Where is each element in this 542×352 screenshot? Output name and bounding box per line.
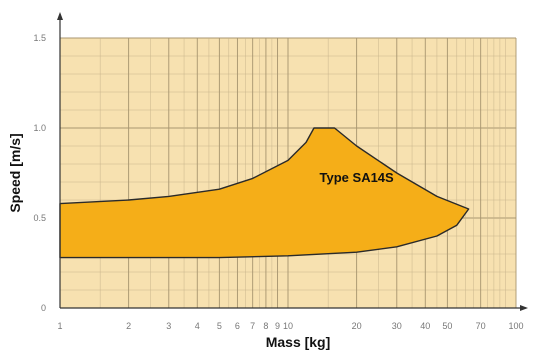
x-tick-label: 3 bbox=[166, 321, 171, 331]
y-tick-label: 1.0 bbox=[33, 123, 46, 133]
x-tick-label: 1 bbox=[57, 321, 62, 331]
x-tick-label: 8 bbox=[263, 321, 268, 331]
x-axis-arrow bbox=[520, 305, 528, 311]
axes bbox=[57, 12, 528, 311]
x-tick-label: 6 bbox=[235, 321, 240, 331]
x-tick-label: 20 bbox=[352, 321, 362, 331]
y-tick-label: 1.5 bbox=[33, 33, 46, 43]
x-tick-label: 30 bbox=[392, 321, 402, 331]
x-tick-label: 50 bbox=[442, 321, 452, 331]
x-tick-label: 5 bbox=[217, 321, 222, 331]
x-tick-label: 100 bbox=[508, 321, 523, 331]
x-tick-label: 2 bbox=[126, 321, 131, 331]
y-tick-label: 0 bbox=[41, 303, 46, 313]
y-tick-labels: 0 0.5 1.0 1.5 bbox=[33, 33, 46, 313]
region-label: Type SA14S bbox=[320, 170, 395, 185]
x-tick-label: 9 bbox=[275, 321, 280, 331]
x-tick-labels: 1 2 3 4 5 6 7 8 9 10 20 30 40 50 70 100 bbox=[57, 321, 523, 331]
x-tick-label: 7 bbox=[250, 321, 255, 331]
y-axis-arrow bbox=[57, 12, 63, 20]
x-tick-label: 70 bbox=[476, 321, 486, 331]
x-tick-label: 10 bbox=[283, 321, 293, 331]
x-tick-label: 40 bbox=[420, 321, 430, 331]
y-axis-label: Speed [m/s] bbox=[7, 133, 23, 212]
x-axis-label: Mass [kg] bbox=[266, 334, 331, 350]
y-tick-label: 0.5 bbox=[33, 213, 46, 223]
series-area-type-sa14s bbox=[59, 127, 470, 259]
x-tick-label: 4 bbox=[195, 321, 200, 331]
